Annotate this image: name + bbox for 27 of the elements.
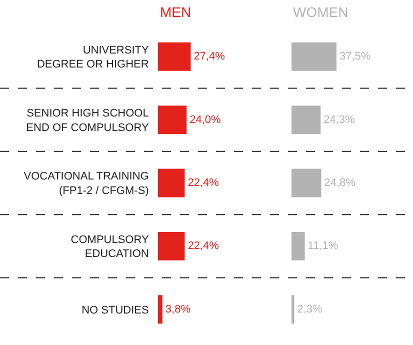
y-tick-label: NO STUDIES bbox=[82, 304, 149, 316]
data-label: 3,8% bbox=[165, 303, 191, 316]
data-label: 11,1% bbox=[308, 240, 338, 252]
data-label: 37,5% bbox=[339, 50, 371, 63]
data-label: 27,4% bbox=[194, 50, 226, 63]
bar bbox=[291, 42, 336, 71]
chart-title: MEN bbox=[160, 4, 192, 20]
bar bbox=[158, 295, 162, 324]
data-label: 24,0% bbox=[190, 114, 222, 126]
data-label: 24,3% bbox=[324, 114, 356, 126]
data-label: 2,3% bbox=[297, 303, 323, 316]
bar bbox=[158, 42, 191, 71]
bar bbox=[291, 295, 294, 324]
bar bbox=[158, 106, 187, 134]
bar bbox=[158, 232, 185, 260]
bar bbox=[291, 168, 322, 198]
bar bbox=[291, 106, 321, 134]
bar bbox=[158, 168, 185, 198]
data-label: 22,4% bbox=[188, 240, 220, 252]
data-label: 22,4% bbox=[188, 177, 220, 189]
y-tick-label: COMPULSORY EDUCATION bbox=[70, 234, 150, 260]
y-tick-label: VOCATIONAL TRAINING (FP1-2 / CFGM-S) bbox=[24, 170, 149, 197]
chart-title: WOMEN bbox=[293, 4, 348, 20]
y-tick-label: UNIVERSITY DEGREE OR HIGHER bbox=[36, 44, 150, 71]
data-label: 24,8% bbox=[324, 177, 356, 189]
y-tick-label: SENIOR HIGH SCHOOL END OF COMPULSORY bbox=[26, 108, 150, 134]
bar bbox=[291, 232, 305, 260]
